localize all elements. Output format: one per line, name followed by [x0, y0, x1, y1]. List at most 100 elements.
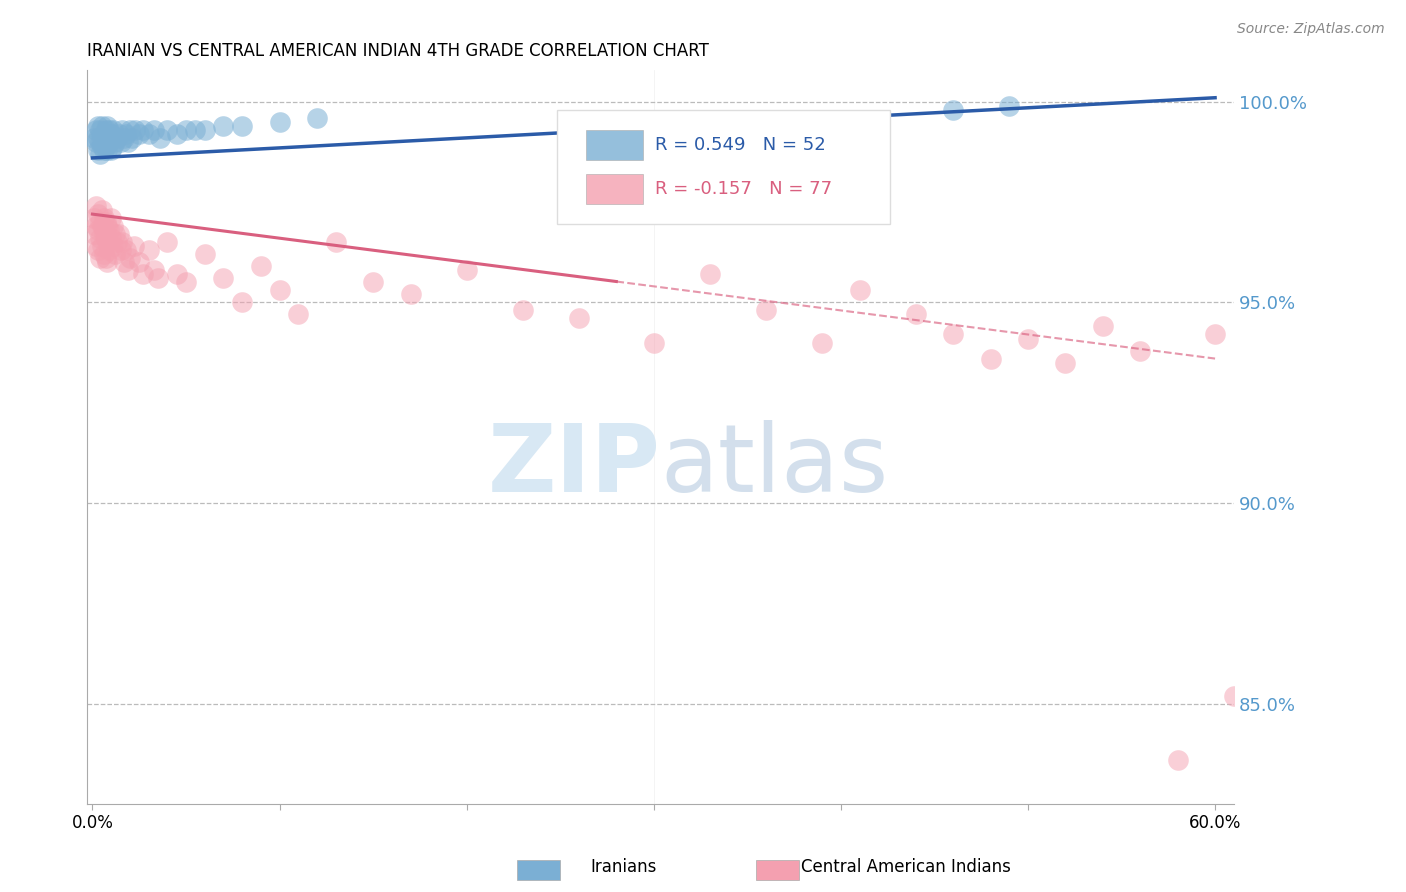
Point	[132, 123, 155, 137]
Point	[998, 99, 1021, 113]
Point	[93, 143, 115, 157]
Point	[98, 223, 121, 237]
Text: ZIP: ZIP	[488, 420, 661, 512]
Point	[156, 235, 179, 250]
Point	[1241, 616, 1264, 631]
Point	[89, 123, 111, 137]
Point	[212, 119, 235, 133]
Point	[111, 235, 134, 250]
Point	[96, 255, 118, 269]
Point	[128, 127, 150, 141]
Point	[101, 219, 124, 234]
Point	[90, 203, 112, 218]
Point	[84, 123, 107, 137]
Point	[110, 244, 132, 258]
Point	[399, 287, 422, 301]
Point	[904, 307, 927, 321]
Point	[104, 135, 127, 149]
Point	[93, 127, 115, 141]
Point	[811, 335, 834, 350]
Point	[1167, 753, 1189, 767]
Point	[194, 123, 217, 137]
Point	[107, 127, 129, 141]
Point	[156, 123, 179, 137]
Point	[212, 271, 235, 285]
Point	[269, 115, 291, 129]
Point	[1054, 355, 1077, 369]
Point	[84, 135, 107, 149]
Point	[122, 239, 145, 253]
Point	[112, 131, 135, 145]
Point	[231, 295, 253, 310]
Point	[174, 123, 197, 137]
Point	[104, 247, 127, 261]
Point	[83, 211, 105, 226]
Point	[166, 268, 188, 282]
Point	[166, 127, 188, 141]
Point	[361, 276, 384, 290]
Point	[100, 231, 122, 245]
Point	[138, 127, 160, 141]
Point	[848, 284, 870, 298]
Text: Central American Indians: Central American Indians	[801, 858, 1011, 876]
Point	[146, 271, 169, 285]
Point	[104, 227, 127, 242]
Point	[87, 207, 110, 221]
Point	[1260, 576, 1282, 591]
Point	[231, 119, 253, 133]
Text: atlas: atlas	[661, 420, 889, 512]
Point	[121, 131, 143, 145]
Point	[96, 119, 118, 133]
Point	[456, 263, 478, 277]
Point	[98, 123, 121, 137]
Point	[117, 263, 139, 277]
Point	[84, 219, 107, 234]
Point	[101, 139, 124, 153]
Point	[89, 215, 111, 229]
Bar	[586, 130, 643, 160]
Point	[942, 103, 965, 117]
Point	[83, 131, 105, 145]
Point	[305, 111, 328, 125]
Point	[93, 227, 115, 242]
Point	[101, 239, 124, 253]
Point	[128, 255, 150, 269]
Point	[325, 235, 347, 250]
Point	[90, 119, 112, 133]
Point	[980, 351, 1002, 366]
Point	[111, 123, 134, 137]
Point	[643, 335, 665, 350]
Point	[1204, 327, 1226, 342]
Point	[1129, 343, 1152, 358]
Text: R = 0.549   N = 52: R = 0.549 N = 52	[655, 136, 825, 154]
Point	[117, 135, 139, 149]
Point	[94, 139, 117, 153]
Point	[84, 239, 107, 253]
Point	[101, 123, 124, 137]
Point	[115, 127, 138, 141]
Point	[174, 276, 197, 290]
Point	[194, 247, 217, 261]
Text: R = -0.157   N = 77: R = -0.157 N = 77	[655, 180, 832, 198]
Point	[87, 223, 110, 237]
Point	[568, 311, 591, 326]
Point	[93, 247, 115, 261]
Point	[87, 244, 110, 258]
Point	[89, 135, 111, 149]
Point	[98, 135, 121, 149]
Point	[124, 123, 146, 137]
Point	[100, 127, 122, 141]
Point	[87, 119, 110, 133]
Point	[90, 239, 112, 253]
Point	[94, 123, 117, 137]
Bar	[586, 174, 643, 203]
Point	[1091, 319, 1114, 334]
Point	[138, 244, 160, 258]
Point	[143, 263, 166, 277]
Point	[512, 303, 534, 318]
Point	[118, 123, 141, 137]
Point	[94, 215, 117, 229]
Point	[1223, 689, 1246, 703]
Point	[755, 303, 778, 318]
Point	[132, 268, 155, 282]
